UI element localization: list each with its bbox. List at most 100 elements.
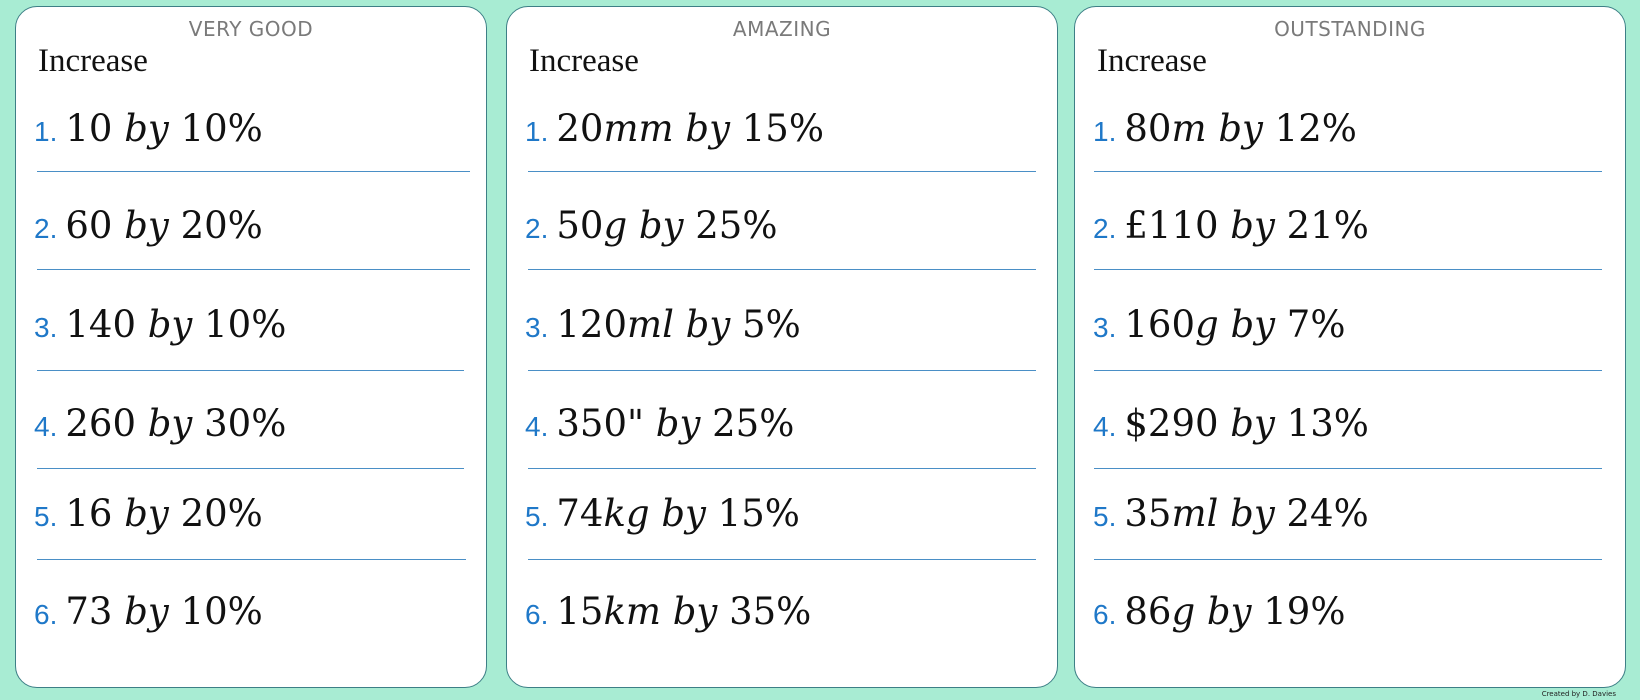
question-percent: 10% bbox=[180, 107, 263, 150]
question-number: 6. bbox=[525, 599, 549, 630]
question-percent: 30% bbox=[204, 402, 287, 445]
card-level-label: OUTSTANDING bbox=[1274, 17, 1426, 41]
question-text: 60 by 20% bbox=[65, 204, 262, 247]
question-text: 120ml by 5% bbox=[556, 303, 800, 346]
question-amount: 35 bbox=[1124, 492, 1172, 535]
question-number: 4. bbox=[1093, 411, 1117, 442]
question-unit: km bbox=[603, 590, 661, 633]
question-number: 3. bbox=[525, 312, 549, 343]
question-item: 1. 80m by 12% bbox=[1093, 107, 1357, 150]
question-by: by bbox=[124, 492, 169, 535]
question-text: 350" by 25% bbox=[556, 402, 794, 445]
separator-line bbox=[37, 559, 466, 560]
question-percent: 15% bbox=[717, 492, 800, 535]
question-amount: £110 bbox=[1124, 204, 1219, 247]
question-amount: 60 bbox=[65, 204, 113, 247]
question-percent: 24% bbox=[1286, 492, 1369, 535]
question-percent: 12% bbox=[1274, 107, 1357, 150]
credit-text: Created by D. Davies bbox=[1541, 690, 1616, 698]
separator-line bbox=[37, 468, 464, 469]
question-amount: $290 bbox=[1124, 402, 1219, 445]
question-item: 1. 20mm by 15% bbox=[525, 107, 824, 150]
question-by: by bbox=[655, 402, 701, 445]
question-percent: 35% bbox=[729, 590, 812, 633]
card-level-label: AMAZING bbox=[732, 17, 832, 41]
separator-line bbox=[528, 171, 1036, 172]
question-by: by bbox=[661, 492, 706, 535]
question-amount: 350" bbox=[556, 402, 644, 445]
question-item: 2. 60 by 20% bbox=[34, 204, 263, 247]
separator-line bbox=[37, 171, 470, 172]
question-text: 260 by 30% bbox=[65, 402, 286, 445]
question-item: 3. 140 by 10% bbox=[34, 303, 286, 346]
question-unit: g bbox=[603, 204, 628, 247]
question-item: 6. 86g by 19% bbox=[1093, 590, 1346, 633]
question-text: 15km by 35% bbox=[556, 590, 811, 633]
separator-line bbox=[1094, 171, 1602, 172]
card-heading: Increase bbox=[1097, 43, 1207, 79]
question-text: 50g by 25% bbox=[556, 204, 777, 247]
question-number: 5. bbox=[525, 501, 549, 532]
question-unit: m bbox=[1171, 107, 1207, 150]
question-text: 20mm by 15% bbox=[556, 107, 824, 150]
question-unit: g bbox=[1171, 590, 1196, 633]
question-number: 2. bbox=[525, 213, 549, 244]
question-text: 160g by 7% bbox=[1124, 303, 1345, 346]
question-by: by bbox=[1230, 204, 1275, 247]
separator-line bbox=[1094, 468, 1602, 469]
question-amount: 20 bbox=[556, 107, 604, 150]
question-number: 2. bbox=[1093, 213, 1117, 244]
separator-line bbox=[1094, 370, 1602, 371]
question-by: by bbox=[147, 402, 193, 445]
question-by: by bbox=[672, 590, 718, 633]
question-item: 2. £110 by 21% bbox=[1093, 204, 1369, 247]
question-by: by bbox=[638, 204, 684, 247]
separator-line bbox=[1094, 559, 1602, 560]
question-number: 1. bbox=[525, 116, 549, 147]
question-amount: 16 bbox=[65, 492, 113, 535]
question-item: 3. 120ml by 5% bbox=[525, 303, 801, 346]
question-percent: 25% bbox=[712, 402, 795, 445]
question-percent: 25% bbox=[695, 204, 778, 247]
card-outstanding: OUTSTANDING Increase 1. 80m by 12% 2. £1… bbox=[1074, 6, 1626, 688]
question-number: 1. bbox=[1093, 116, 1117, 147]
question-number: 3. bbox=[1093, 312, 1117, 343]
separator-line bbox=[37, 269, 470, 270]
separator-line bbox=[1094, 269, 1602, 270]
question-number: 5. bbox=[34, 501, 58, 532]
question-percent: 10% bbox=[204, 303, 287, 346]
question-text: 73 by 10% bbox=[65, 590, 262, 633]
question-text: 10 by 10% bbox=[65, 107, 262, 150]
question-number: 4. bbox=[525, 411, 549, 442]
separator-line bbox=[528, 468, 1036, 469]
question-unit: mm bbox=[603, 107, 674, 150]
question-item: 1. 10 by 10% bbox=[34, 107, 263, 150]
question-amount: 73 bbox=[65, 590, 113, 633]
question-amount: 160 bbox=[1124, 303, 1195, 346]
question-number: 6. bbox=[34, 599, 58, 630]
question-item: 5. 16 by 20% bbox=[34, 492, 263, 535]
question-percent: 20% bbox=[180, 204, 263, 247]
question-amount: 50 bbox=[556, 204, 604, 247]
card-very-good: VERY GOOD Increase 1. 10 by 10% 2. 60 by… bbox=[15, 6, 487, 688]
question-item: 6. 15km by 35% bbox=[525, 590, 811, 633]
question-text: 140 by 10% bbox=[65, 303, 286, 346]
question-percent: 20% bbox=[180, 492, 263, 535]
question-item: 4. 260 by 30% bbox=[34, 402, 286, 445]
question-unit: ml bbox=[626, 303, 674, 346]
question-percent: 7% bbox=[1286, 303, 1346, 346]
question-text: 16 by 20% bbox=[65, 492, 262, 535]
question-by: by bbox=[685, 303, 731, 346]
separator-line bbox=[528, 370, 1036, 371]
question-by: by bbox=[147, 303, 193, 346]
card-amazing: AMAZING Increase 1. 20mm by 15% 2. 50g b… bbox=[506, 6, 1058, 688]
question-by: by bbox=[1218, 107, 1263, 150]
question-by: by bbox=[1230, 402, 1275, 445]
question-amount: 140 bbox=[65, 303, 136, 346]
question-amount: 80 bbox=[1124, 107, 1172, 150]
question-percent: 15% bbox=[741, 107, 824, 150]
question-percent: 10% bbox=[180, 590, 263, 633]
question-amount: 10 bbox=[65, 107, 113, 150]
question-number: 1. bbox=[34, 116, 58, 147]
question-by: by bbox=[1206, 590, 1252, 633]
